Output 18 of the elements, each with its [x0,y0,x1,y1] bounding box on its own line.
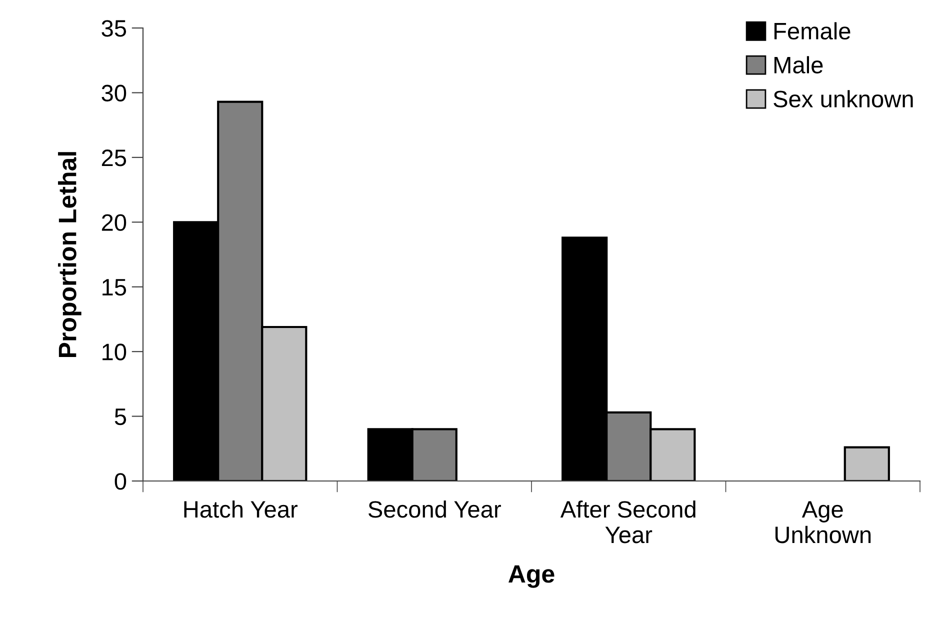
x-tick-label: Hatch Year [184,500,298,518]
bar [844,446,890,481]
x-tick-label: Second Year [368,500,501,518]
y-tick-label: 20 [102,214,126,231]
legend-label: Female [774,22,850,40]
y-tick-label: 25 [102,149,126,166]
y-tick-label: 15 [102,279,126,296]
x-tick-label: Age Unknown [775,501,871,544]
y-axis-title: Proportion Lethal [58,152,82,357]
x-axis-title: Age [508,565,554,588]
legend-label: Male [774,56,823,74]
legend-label: Sex unknown [774,90,913,108]
y-tick-label: 5 [114,408,126,426]
x-tick-label: After Second Year [560,500,696,544]
y-tick-label: 10 [102,344,126,360]
y-tick-label: 30 [102,84,126,102]
y-tick-label: 35 [102,20,126,37]
y-tick-label: 0 [114,473,126,490]
